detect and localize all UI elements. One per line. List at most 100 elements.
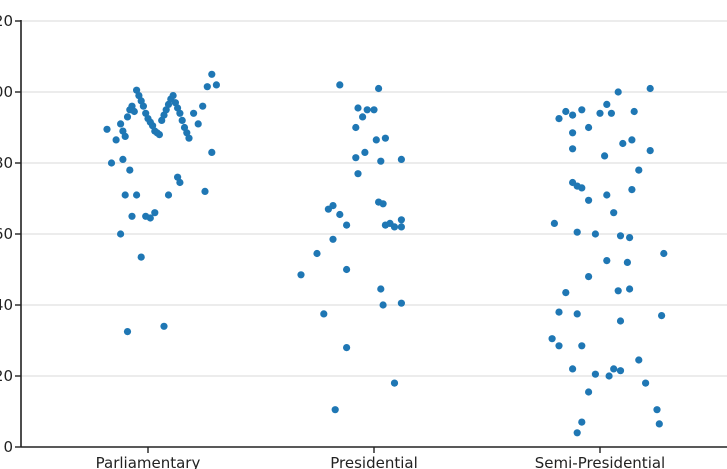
y-tick-label-80: 80 [0,154,13,172]
data-point-0-0 [133,86,141,94]
data-point-2-15 [569,145,577,153]
data-point-0-36 [203,83,211,91]
data-point-0-39 [107,159,116,167]
data-point-2-26 [573,228,581,236]
data-point-2-53 [578,418,586,426]
data-point-0-23 [185,134,193,142]
data-point-1-31 [397,299,405,307]
data-point-2-14 [646,147,654,155]
y-axis-ticks: 0 20 40 60 80 100 120 [0,12,21,456]
data-point-0-10 [155,131,163,139]
data-point-1-28 [343,265,351,274]
data-point-2-21 [603,191,611,199]
data-point-2-1 [562,107,570,116]
data-point-0-44 [201,187,209,195]
data-point-2-40 [616,317,625,325]
data-point-2-28 [616,232,625,240]
data-point-2-16 [601,152,609,160]
data-point-0-40 [119,155,127,163]
data-point-2-7 [614,88,622,96]
x-category-label-1: Presidential [330,454,418,469]
data-point-1-23 [397,216,405,224]
data-point-0-20 [178,116,186,124]
data-point-1-12 [397,155,405,163]
data-point-2-43 [578,342,586,350]
data-point-0-51 [146,214,154,222]
data-point-1-11 [377,157,385,165]
data-point-1-26 [313,249,321,258]
data-point-0-43 [176,178,184,187]
data-point-1-15 [379,200,387,208]
data-point-2-49 [605,372,613,380]
data-point-2-48 [591,370,600,378]
data-point-2-52 [653,406,661,414]
data-point-2-23 [585,196,593,204]
data-point-1-6 [352,123,360,132]
data-point-2-33 [660,249,668,258]
data-point-1-2 [354,104,362,112]
data-point-1-27 [297,271,305,279]
data-point-1-8 [381,134,389,142]
data-point-2-20 [578,184,586,192]
data-point-1-7 [372,136,380,144]
y-tick-label-100: 100 [0,83,13,101]
data-point-1-1 [375,84,383,93]
data-point-1-29 [377,285,385,293]
data-points [103,70,668,437]
data-point-1-13 [354,170,362,178]
data-point-1-0 [336,81,344,89]
data-point-2-55 [573,429,581,437]
data-point-0-35 [199,102,207,110]
data-point-2-22 [628,186,636,194]
data-point-2-38 [573,310,581,318]
data-point-0-32 [112,136,120,144]
data-point-0-46 [164,191,173,199]
data-point-2-25 [550,219,559,227]
data-point-1-35 [331,406,339,414]
data-point-1-4 [370,106,378,114]
data-point-2-5 [603,100,611,108]
data-point-1-3 [363,106,371,114]
data-point-0-38 [212,81,220,89]
data-point-0-54 [137,253,145,261]
data-point-1-24 [397,223,405,231]
data-point-2-4 [596,109,604,117]
data-point-0-19 [176,109,184,117]
x-axis-labels: Parliamentary Presidential Semi-Presidenti… [96,447,665,469]
data-point-2-31 [603,257,611,265]
data-point-2-29 [626,234,634,242]
data-point-2-51 [585,388,593,396]
y-tick-label-20: 20 [0,367,13,385]
data-point-2-50 [642,379,650,387]
data-point-0-13 [162,106,170,114]
data-point-1-33 [343,344,351,352]
data-point-0-16 [169,92,177,100]
data-point-2-12 [619,139,627,148]
data-point-1-34 [390,379,399,387]
data-point-0-34 [194,120,202,128]
y-tick-label-60: 60 [0,225,13,243]
data-point-2-37 [555,308,563,316]
data-point-2-24 [610,209,618,217]
data-point-0-24 [117,120,125,128]
data-point-0-3 [139,102,147,110]
data-point-2-10 [585,123,593,132]
data-point-1-9 [361,148,369,156]
y-tick-label-0: 0 [3,438,13,456]
data-point-0-27 [123,113,132,121]
data-point-2-34 [562,289,570,297]
data-point-2-11 [569,129,577,137]
data-point-2-8 [646,84,654,93]
data-point-2-27 [591,230,600,238]
data-point-0-55 [123,328,132,336]
data-point-0-56 [160,322,168,330]
data-point-2-3 [578,106,586,114]
data-point-2-9 [630,107,638,116]
data-point-1-22 [390,223,399,231]
data-point-0-37 [208,70,216,78]
data-point-0-22 [183,129,191,137]
data-point-2-6 [607,109,616,117]
data-point-2-39 [658,312,666,320]
data-point-0-33 [190,109,198,117]
